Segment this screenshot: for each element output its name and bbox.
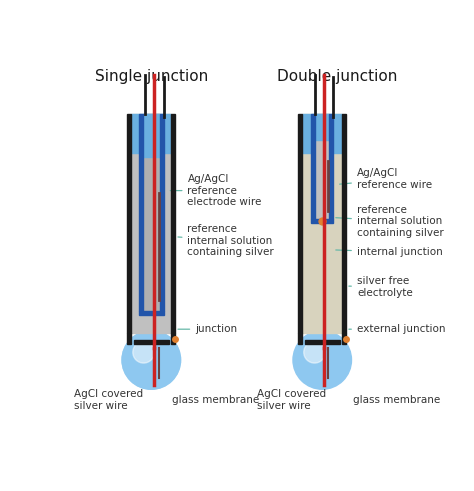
Bar xyxy=(329,113,333,219)
Bar xyxy=(128,113,131,333)
Bar xyxy=(139,113,143,311)
Bar xyxy=(342,113,346,333)
Bar xyxy=(302,113,342,153)
Text: glass membrane: glass membrane xyxy=(172,395,259,405)
Text: Single junction: Single junction xyxy=(95,69,208,84)
Bar xyxy=(160,113,164,311)
Bar xyxy=(315,113,329,140)
Bar xyxy=(171,113,175,333)
Text: glass membrane: glass membrane xyxy=(353,395,440,405)
Bar xyxy=(131,113,171,333)
Text: Double junction: Double junction xyxy=(277,69,398,84)
Bar xyxy=(131,113,171,153)
Text: junction: junction xyxy=(178,324,237,334)
Circle shape xyxy=(133,342,155,363)
Bar xyxy=(171,333,175,344)
Text: AgCl covered
silver wire: AgCl covered silver wire xyxy=(257,389,326,411)
Circle shape xyxy=(122,331,181,389)
Text: reference
internal solution
containing silver: reference internal solution containing s… xyxy=(336,205,444,238)
Bar xyxy=(302,113,342,333)
Bar xyxy=(311,219,333,223)
Text: reference
internal solution
containing silver: reference internal solution containing s… xyxy=(178,224,274,257)
Bar xyxy=(311,113,315,219)
Bar xyxy=(342,333,346,344)
Circle shape xyxy=(293,331,352,389)
Text: Ag/AgCl
reference wire: Ag/AgCl reference wire xyxy=(340,168,432,190)
Bar xyxy=(143,113,160,157)
Text: internal junction: internal junction xyxy=(336,247,443,257)
Bar xyxy=(143,113,160,311)
Bar xyxy=(298,113,302,333)
Text: external junction: external junction xyxy=(349,324,446,334)
Circle shape xyxy=(122,331,181,389)
Bar xyxy=(128,333,131,344)
Text: Ag/AgCl
reference
electrode wire: Ag/AgCl reference electrode wire xyxy=(170,174,262,207)
Bar xyxy=(315,113,329,219)
Text: AgCl covered
silver wire: AgCl covered silver wire xyxy=(74,389,144,411)
Bar xyxy=(134,340,169,344)
Bar xyxy=(304,340,340,344)
Bar xyxy=(298,333,302,344)
Text: silver free
electrolyte: silver free electrolyte xyxy=(349,276,413,298)
Bar xyxy=(139,311,164,315)
Circle shape xyxy=(304,342,325,363)
